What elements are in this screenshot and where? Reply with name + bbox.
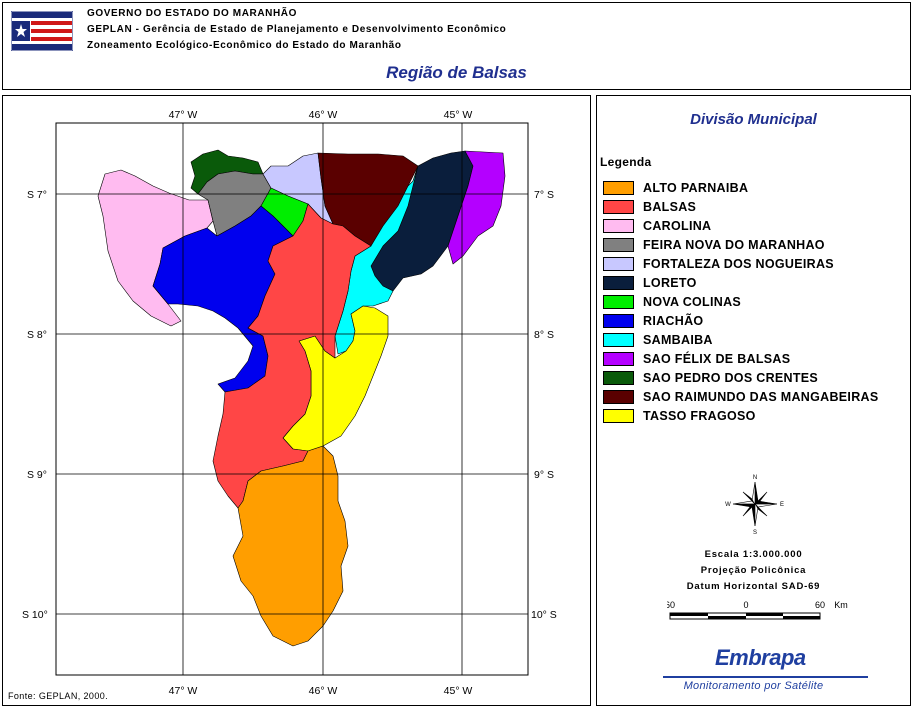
region-title: Região de Balsas (386, 63, 527, 82)
legend-item: RIACHÃO (603, 311, 879, 330)
state-logo (10, 10, 74, 52)
projection-label: Projeção Policônica (700, 565, 807, 576)
compass-north-label: N (753, 475, 757, 481)
embrapa-subtitle: Monitoramento por Satélite (683, 680, 824, 692)
legend-item: LORETO (603, 273, 879, 292)
legend-item: BALSAS (603, 197, 879, 216)
lat-label-right-9s: 9° S (534, 469, 554, 481)
legend-label: SAMBAIBA (643, 332, 713, 347)
legend-item: SAMBAIBA (603, 330, 879, 349)
legend-item: SAO PEDRO DOS CRENTES (603, 368, 879, 387)
header-line-geplan: GEPLAN - Gerência de Estado de Planejame… (87, 24, 507, 35)
legend-swatch (603, 237, 634, 252)
legend-label: FEIRA NOVA DO MARANHAO (643, 237, 825, 252)
compass-south-label: S (753, 530, 757, 536)
legend-item: ALTO PARNAIBA (603, 178, 879, 197)
scale-tick-left: 60 (667, 600, 675, 610)
legend-label: NOVA COLINAS (643, 294, 742, 309)
legend-swatch (603, 332, 634, 347)
legend-swatch (603, 370, 634, 385)
legend-swatch (603, 180, 634, 195)
lat-label-left-7s: S 7° (27, 189, 47, 201)
legend-label: LORETO (643, 275, 697, 290)
map-panel: 47° W 46° W 45° W 47° W 46° W 45° W S 7°… (2, 95, 591, 706)
scale-tick-zero: 0 (743, 600, 748, 610)
lon-label-bottom-45w: 45° W (444, 685, 473, 697)
legend-item: FEIRA NOVA DO MARANHAO (603, 235, 879, 254)
legend-swatch (603, 199, 634, 214)
lat-label-right-8s: 8° S (534, 329, 554, 341)
map-frame (55, 122, 529, 676)
lon-label-top-46w: 46° W (309, 109, 338, 121)
legend-swatch (603, 408, 634, 423)
legend-label: SAO RAIMUNDO DAS MANGABEIRAS (643, 389, 879, 404)
compass-west-label: W (725, 502, 731, 508)
municipality-alto-parnaiba (232, 445, 349, 647)
legend-swatch (603, 218, 634, 233)
embrapa-rule (663, 676, 868, 678)
scale-bar: 60 0 60 Km (667, 600, 848, 620)
compass-east-label: E (780, 502, 784, 508)
legend-swatch (603, 313, 634, 328)
legend-label: BALSAS (643, 199, 697, 214)
lon-label-top-45w: 45° W (444, 109, 473, 121)
legend-item: SAO FÉLIX DE BALSAS (603, 349, 879, 368)
legend-swatch (603, 389, 634, 404)
legend-item: TASSO FRAGOSO (603, 406, 879, 425)
map-canvas: 47° W 46° W 45° W 47° W 46° W 45° W S 7°… (22, 109, 557, 697)
legend-label: SAO PEDRO DOS CRENTES (643, 370, 819, 385)
scale-ratio: Escala 1:3.000.000 (704, 549, 803, 560)
compass-rose-icon: N S E W (725, 475, 784, 536)
legend-label: ALTO PARNAIBA (643, 180, 749, 195)
legend-label: CAROLINA (643, 218, 712, 233)
legend-title: Legenda (600, 155, 652, 169)
legend-swatch (603, 256, 634, 271)
scale-unit: Km (834, 600, 848, 610)
legend-swatch (603, 275, 634, 290)
legend-swatch (603, 351, 634, 366)
lat-label-left-8s: S 8° (27, 329, 47, 341)
legend-panel: Divisão Municipal Legenda ALTO PARNAIBA B… (596, 95, 911, 706)
legend-label: RIACHÃO (643, 313, 704, 328)
lat-label-left-9s: S 9° (27, 469, 47, 481)
legend-item: CAROLINA (603, 216, 879, 235)
header-panel: GOVERNO DO ESTADO DO MARANHÃO GEPLAN - G… (2, 2, 911, 90)
lon-label-bottom-47w: 47° W (169, 685, 198, 697)
lon-label-top-47w: 47° W (169, 109, 198, 121)
legend-swatch (603, 294, 634, 309)
lat-label-left-10s: S 10° (22, 609, 48, 621)
legend-label: SAO FÉLIX DE BALSAS (643, 351, 791, 366)
lat-label-right-10s: 10° S (531, 609, 557, 621)
legend-panel-title: Divisão Municipal (690, 111, 817, 128)
graticule (56, 123, 528, 675)
legend-label: FORTALEZA DOS NOGUEIRAS (643, 256, 834, 271)
legend-item: FORTALEZA DOS NOGUEIRAS (603, 254, 879, 273)
legend-item: NOVA COLINAS (603, 292, 879, 311)
municipality-balsas (212, 203, 372, 509)
map-source-note: Fonte: GEPLAN, 2000. (8, 691, 109, 701)
embrapa-logo: Embrapa (715, 645, 806, 670)
scale-tick-right: 60 (815, 600, 825, 610)
legend-item: SAO RAIMUNDO DAS MANGABEIRAS (603, 387, 879, 406)
lon-label-bottom-46w: 46° W (309, 685, 338, 697)
datum-label: Datum Horizontal SAD-69 (686, 581, 821, 592)
lat-label-right-7s: 7° S (534, 189, 554, 201)
header-line-zoning: Zoneamento Ecológico-Econômico do Estado… (87, 40, 402, 51)
header-line-government: GOVERNO DO ESTADO DO MARANHÃO (87, 8, 297, 19)
legend-list: ALTO PARNAIBA BALSAS CAROLINA FEIRA NOVA DO… (603, 178, 879, 425)
legend-label: TASSO FRAGOSO (643, 408, 756, 423)
